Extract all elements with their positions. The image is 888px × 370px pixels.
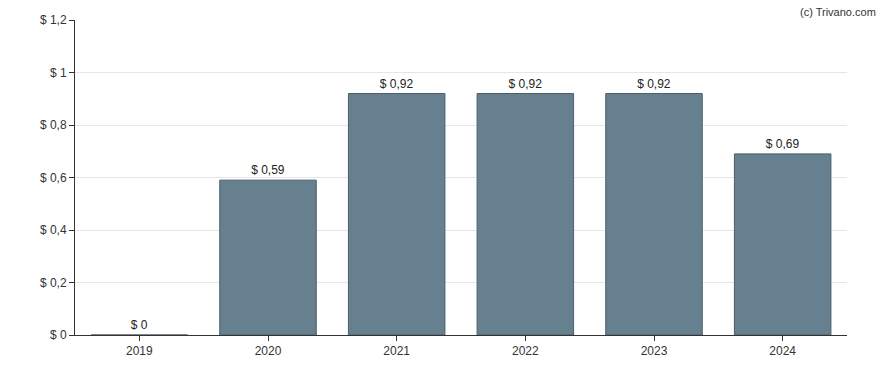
svg-text:$ 0: $ 0 <box>50 328 67 342</box>
svg-text:$ 0,92: $ 0,92 <box>508 77 542 91</box>
svg-text:2024: 2024 <box>769 344 796 358</box>
svg-text:(c) Trivano.com: (c) Trivano.com <box>800 6 876 18</box>
svg-text:$ 1: $ 1 <box>50 66 67 80</box>
svg-text:2020: 2020 <box>255 344 282 358</box>
svg-text:$ 0,59: $ 0,59 <box>251 163 285 177</box>
svg-text:$ 0,92: $ 0,92 <box>380 77 414 91</box>
svg-text:$ 0: $ 0 <box>131 318 148 332</box>
svg-text:$ 0,8: $ 0,8 <box>40 118 67 132</box>
svg-text:2022: 2022 <box>512 344 539 358</box>
svg-text:$ 1,2: $ 1,2 <box>40 13 67 27</box>
svg-text:2019: 2019 <box>126 344 153 358</box>
svg-text:$ 0,4: $ 0,4 <box>40 223 67 237</box>
svg-text:$ 0,92: $ 0,92 <box>637 77 671 91</box>
svg-text:2023: 2023 <box>641 344 668 358</box>
svg-text:2021: 2021 <box>383 344 410 358</box>
svg-text:$ 0,2: $ 0,2 <box>40 276 67 290</box>
svg-text:$ 0,69: $ 0,69 <box>766 137 800 151</box>
svg-text:$ 0,6: $ 0,6 <box>40 171 67 185</box>
